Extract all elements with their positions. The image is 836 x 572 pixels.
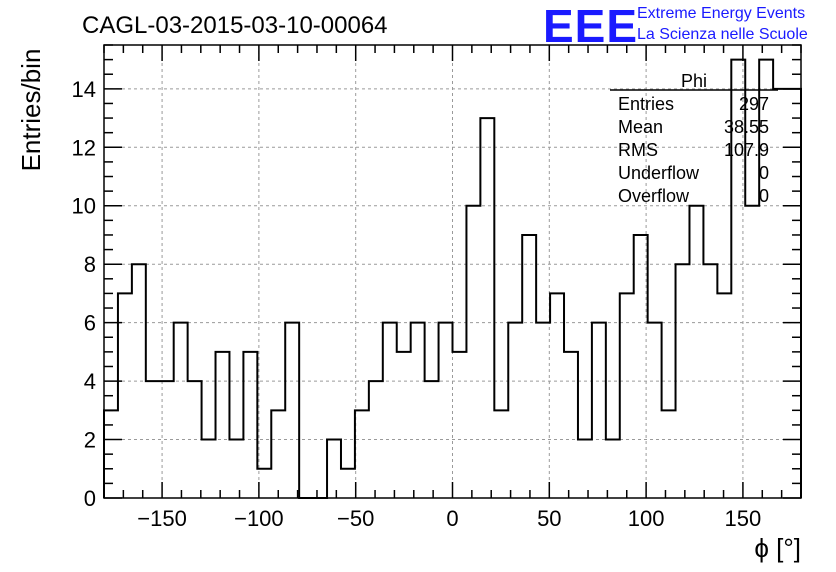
histogram-bin xyxy=(327,440,341,498)
eee-logo-line2: La Scienza nelle Scuole xyxy=(637,26,808,43)
plot-frame xyxy=(103,44,802,499)
stats-label: Mean xyxy=(618,117,663,137)
chart-title: CAGL-03-2015-03-10-00064 xyxy=(82,12,388,39)
y-tick-labels: 0 2 4 6 8 10 12 14 xyxy=(72,77,96,511)
eee-logo-line1: Extreme Energy Events xyxy=(637,5,805,22)
histogram-bin xyxy=(689,206,703,498)
histogram-bin xyxy=(745,206,759,498)
stats-label: Underflow xyxy=(618,163,700,183)
histogram-bin xyxy=(703,264,717,498)
x-tick-label: 150 xyxy=(725,506,762,531)
y-tick-label: 10 xyxy=(72,194,96,219)
histogram-bin xyxy=(188,381,202,498)
y-tick-label: 12 xyxy=(72,135,96,160)
histogram-bin xyxy=(174,323,188,498)
x-tick-label: 0 xyxy=(446,506,458,531)
histogram-bin xyxy=(160,381,174,498)
stats-title: Phi xyxy=(681,71,707,91)
y-tick-label: 8 xyxy=(84,252,96,277)
histogram-bin xyxy=(425,381,439,498)
x-tick-label: −150 xyxy=(137,506,187,531)
histogram-bin xyxy=(383,323,397,498)
histogram-bin xyxy=(662,410,676,498)
histogram-bin xyxy=(369,381,383,498)
x-tick-label: −50 xyxy=(337,506,374,531)
histogram-bin xyxy=(773,89,787,498)
stats-rows: Entries 297 Mean 38.55 RMS 107.9 Underflow 0 Ove… xyxy=(618,94,769,206)
axis-ticks xyxy=(103,44,802,499)
histogram-bin xyxy=(257,469,271,498)
histogram-bin xyxy=(522,235,536,498)
histogram-bin xyxy=(508,323,522,498)
stats-label: Entries xyxy=(618,94,674,114)
x-tick-label: 100 xyxy=(628,506,665,531)
stats-label: RMS xyxy=(618,140,658,160)
x-tick-label: 50 xyxy=(537,506,561,531)
histogram-bin xyxy=(146,381,160,498)
stats-box: Phi Entries 297 Mean 38.55 RMS 107.9 Underflow… xyxy=(610,71,778,206)
y-tick-label: 4 xyxy=(84,369,96,394)
stats-value: 0 xyxy=(759,186,769,206)
histogram-bin xyxy=(717,293,731,498)
y-tick-label: 14 xyxy=(72,77,96,102)
histogram-bin xyxy=(202,440,216,498)
histogram-bin xyxy=(397,352,411,498)
stats-value: 0 xyxy=(759,163,769,183)
histogram-bin xyxy=(648,323,662,498)
histogram-bin xyxy=(676,264,690,498)
x-axis-title: ϕ [°] xyxy=(754,533,801,563)
stats-value: 297 xyxy=(739,94,769,114)
histogram-bin xyxy=(355,410,369,498)
histogram-bin xyxy=(564,352,578,498)
histogram-bin xyxy=(536,323,550,498)
histogram-bin xyxy=(634,235,648,498)
histogram-bin xyxy=(341,469,355,498)
histogram-bin xyxy=(466,206,480,498)
eee-logo: EEE Extreme Energy Events La Scienza nel… xyxy=(543,0,808,52)
stats-value: 107.9 xyxy=(724,140,769,160)
histogram-bin xyxy=(118,293,132,498)
histogram-bin xyxy=(104,410,118,498)
y-tick-label: 6 xyxy=(84,311,96,336)
histogram-bin xyxy=(494,410,508,498)
histogram-bin xyxy=(550,293,564,498)
x-tick-labels: −150 −100 −50 0 50 100 150 xyxy=(137,506,761,531)
y-axis-title: Entries/bin xyxy=(16,49,46,172)
histogram-bin xyxy=(132,264,146,498)
y-tick-label: 0 xyxy=(84,486,96,511)
y-tick-label: 2 xyxy=(84,428,96,453)
histogram-outline xyxy=(103,58,802,499)
histogram-bin xyxy=(620,293,634,498)
eee-logo-mark: EEE xyxy=(543,0,638,52)
histogram-bin xyxy=(229,440,243,498)
histogram-bin xyxy=(731,60,745,498)
histogram-bin xyxy=(787,89,801,498)
histogram-bin xyxy=(606,440,620,498)
histogram-bin xyxy=(411,323,425,498)
histogram-bin xyxy=(271,410,285,498)
x-tick-label: −100 xyxy=(234,506,284,531)
histogram-bin xyxy=(285,323,299,498)
histogram-bin xyxy=(216,352,230,498)
histogram-bin xyxy=(578,440,592,498)
histogram-bin xyxy=(243,352,257,498)
stats-label: Overflow xyxy=(618,186,690,206)
histogram-bin xyxy=(439,323,453,498)
histogram-bin xyxy=(759,60,773,498)
stats-value: 38.55 xyxy=(724,117,769,137)
histogram-bin xyxy=(592,323,606,498)
histogram-bin xyxy=(480,118,494,498)
histogram-bin xyxy=(453,352,467,498)
